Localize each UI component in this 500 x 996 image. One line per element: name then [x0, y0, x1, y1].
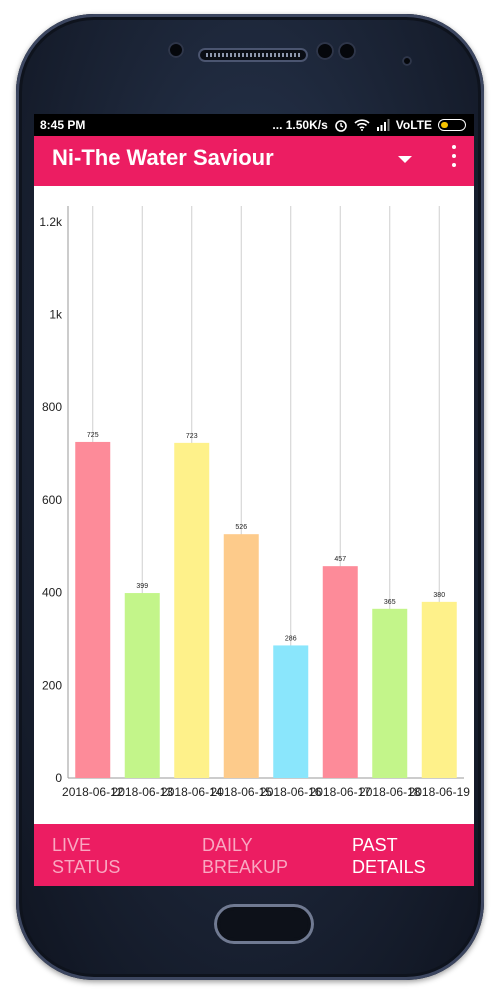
data-label: 457	[334, 556, 346, 563]
wifi-icon	[354, 119, 370, 131]
arrow-drop-down-icon[interactable]	[398, 156, 412, 163]
y-tick-label: 1k	[49, 307, 63, 321]
earpiece-speaker	[198, 48, 308, 62]
signal-icon	[376, 119, 390, 131]
y-tick-label: 1.2k	[39, 215, 63, 229]
bar-chart: 0 200 400 600 800 1k 1.2k 725 2018-06-12 399 2018-…	[34, 186, 474, 824]
x-tick-label: 2018-06-18	[359, 785, 421, 799]
status-time: 8:45 PM	[40, 118, 86, 132]
tab-daily-breakup[interactable]: DAILY BREAKUP	[202, 835, 289, 877]
data-label: 725	[87, 432, 99, 439]
data-label: 286	[285, 635, 297, 642]
proximity-sensor	[338, 42, 356, 60]
y-tick-label: 200	[42, 678, 62, 692]
x-tick-label: 2018-06-16	[260, 785, 322, 799]
bar	[174, 442, 210, 778]
y-tick-label: 400	[42, 586, 62, 600]
data-label: 723	[186, 433, 198, 440]
bar	[322, 566, 358, 778]
status-icons: ... 1.50K/s VoLTE	[272, 118, 466, 132]
y-tick-label: 0	[55, 771, 62, 785]
bar	[124, 593, 160, 778]
x-tick-label: 2018-06-14	[161, 785, 223, 799]
chart-svg: 0 200 400 600 800 1k 1.2k 725 2018-06-12 399 2018-…	[39, 206, 471, 799]
x-tick-label: 2018-06-15	[211, 785, 273, 799]
app-title: Ni-The Water Saviour	[52, 145, 274, 170]
carrier-label: VoLTE	[395, 118, 432, 132]
network-speed: ... 1.50K/s	[272, 118, 328, 132]
bar	[223, 534, 259, 778]
x-tick-label: 2018-06-17	[310, 785, 372, 799]
bar	[75, 441, 111, 778]
home-button[interactable]	[214, 904, 314, 944]
bar	[273, 645, 309, 778]
data-label: 399	[136, 583, 148, 590]
tab-live-status[interactable]: LIVE STATUS	[52, 835, 121, 877]
x-tick-label: 2018-06-12	[62, 785, 124, 799]
front-camera	[316, 42, 334, 60]
data-label: 526	[235, 524, 247, 531]
app-bar: Ni-The Water Saviour	[34, 136, 474, 186]
bar	[421, 601, 457, 778]
bar	[372, 608, 408, 778]
data-label: 380	[433, 592, 445, 599]
status-bar: 8:45 PM ... 1.50K/s VoLTE	[34, 114, 474, 136]
battery-icon	[438, 119, 466, 131]
more-vert-icon[interactable]	[452, 145, 456, 169]
front-sensor	[168, 42, 184, 58]
y-tick-label: 800	[42, 400, 62, 414]
data-label: 365	[384, 599, 396, 606]
x-tick-label: 2018-06-13	[112, 785, 174, 799]
x-tick-label: 2018-06-19	[409, 785, 471, 799]
y-tick-label: 600	[42, 493, 62, 507]
light-sensor	[402, 56, 412, 66]
app-screen: 8:45 PM ... 1.50K/s VoLTE Ni-The Water S…	[34, 114, 474, 886]
bottom-nav: LIVE STATUS DAILY BREAKUP PAST DETAILS	[34, 824, 474, 886]
alarm-icon	[334, 120, 347, 132]
tab-past-details[interactable]: PAST DETAILS	[352, 835, 426, 877]
